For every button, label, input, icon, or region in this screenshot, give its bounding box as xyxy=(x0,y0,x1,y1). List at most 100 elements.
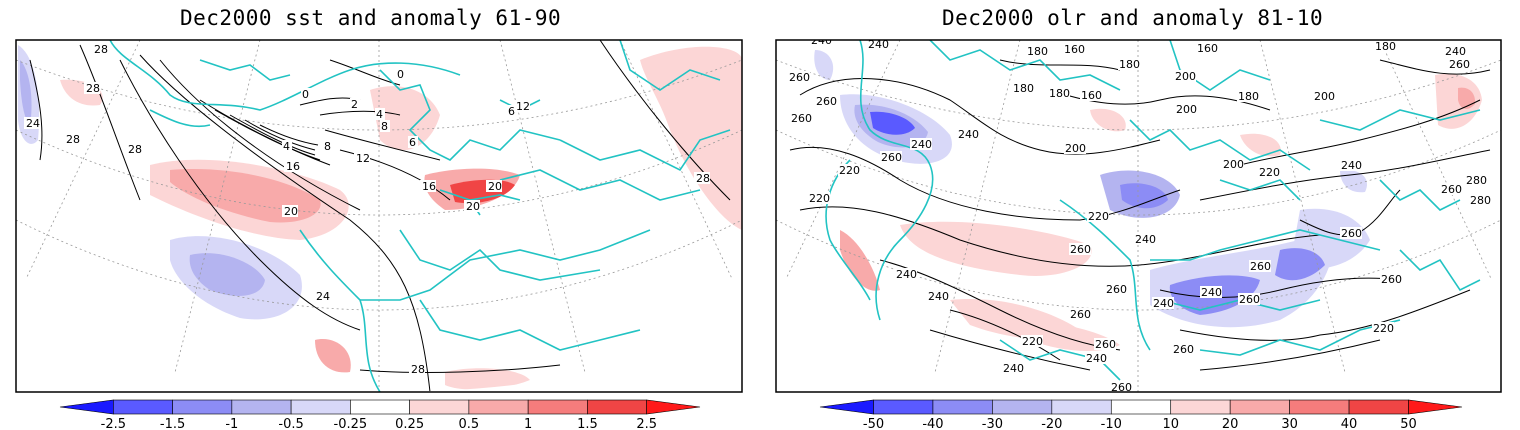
anomaly-positive-arctic xyxy=(640,46,742,231)
sst-contour-label-0-a: 0 xyxy=(302,88,309,101)
olr-contour-label-260-j: 260 xyxy=(1341,227,1362,240)
olr-contour-label-180-a: 180 xyxy=(1027,45,1048,58)
olr-contour-label-260-o: 260 xyxy=(1173,343,1194,356)
olr-contour-label-240-l: 240 xyxy=(896,268,917,281)
sst-colorbar-tick-label: 1 xyxy=(524,417,532,430)
olr-contour-label-220-e: 220 xyxy=(1259,166,1280,179)
sst-colorbar-tick-label: -0.5 xyxy=(278,417,303,430)
sst-contour-label-12-b: 12 xyxy=(516,100,530,113)
anomaly-positive-baltic xyxy=(370,86,440,151)
olr-colorbar-arrow-low xyxy=(819,399,874,415)
sst-contour-label-4-b: 4 xyxy=(283,140,290,153)
sst-colorbar-arrow-high xyxy=(646,399,701,415)
sst-contours xyxy=(29,40,731,392)
sst-contour-label-8-b: 8 xyxy=(324,140,331,153)
anomaly-positive-south xyxy=(445,368,530,390)
olr-contour-label-160-a: 160 xyxy=(1064,43,1085,56)
olr-colorbar-segment-8 xyxy=(1289,399,1350,415)
olr-contour-label-180-b: 180 xyxy=(1013,82,1034,95)
olr-graticule xyxy=(776,40,1501,392)
olr-contour-label-260-p: 260 xyxy=(1111,381,1132,394)
olr-colorbar-tick-label: 40 xyxy=(1341,417,1358,430)
olr-colorbar-arrow-high xyxy=(1408,399,1463,415)
olr-contour-label-260-h: 260 xyxy=(1239,293,1260,306)
sst-contour-label-24-a: 24 xyxy=(26,117,40,130)
sst-colorbar-tick-label: 0.5 xyxy=(459,417,480,430)
olr-contour-label-260-m: 260 xyxy=(1095,338,1116,351)
olr-contour-label-220-d: 220 xyxy=(1373,322,1394,335)
sst-coastlines xyxy=(109,40,731,392)
olr-colorbar-tick-label: 10 xyxy=(1162,417,1179,430)
olr-colorbar-segment-9 xyxy=(1348,399,1409,415)
sst-contour-label-28-d: 28 xyxy=(128,143,142,156)
olr-contour-label-240-b: 240 xyxy=(868,38,889,51)
olr-colorbar-tick-label: 20 xyxy=(1222,417,1239,430)
olr-map-frame xyxy=(775,39,1502,393)
olr-contour-label-260-i: 260 xyxy=(1250,260,1271,273)
olr-contour-label-220-b: 220 xyxy=(809,192,830,205)
sst-colorbar-segment-2 xyxy=(172,399,233,415)
olr-coastlines xyxy=(825,40,1481,381)
sst-colorbar-segment-1 xyxy=(113,399,173,415)
olr-contour-label-180-e: 180 xyxy=(1238,90,1259,103)
sst-contour-label-20-a: 20 xyxy=(488,180,502,193)
olr-contour-label-240-c: 240 xyxy=(1445,45,1466,58)
olr-contour-label-160-b: 160 xyxy=(1197,42,1218,55)
olr-contour-label-240-e: 240 xyxy=(911,138,932,151)
olr-colorbar-segment-4 xyxy=(1051,399,1112,415)
sst-contour-label-6-a: 6 xyxy=(409,136,416,149)
sst-contour-label-2: 2 xyxy=(351,98,358,111)
olr-colorbar: -50 -40 -30 -20 -10 10 20 30 40 50 xyxy=(819,399,1463,430)
olr-contour-label-220-c: 220 xyxy=(1088,210,1109,223)
olr-colorbar-segment-7 xyxy=(1229,399,1290,415)
sst-contour-label-28-e: 28 xyxy=(411,363,425,376)
olr-colorbar-segment-1 xyxy=(873,399,934,415)
panel-title-olr: Dec2000 olr and anomaly 81-10 xyxy=(942,6,1324,30)
olr-contour-label-260-d: 260 xyxy=(1449,58,1470,71)
olr-contour-label-240-g: 240 xyxy=(1153,297,1174,310)
olr-contour-label-200-a: 200 xyxy=(1175,70,1196,83)
olr-contour-label-240-d: 240 xyxy=(958,128,979,141)
olr-contour-label-260-n: 260 xyxy=(1070,308,1091,321)
sst-colorbar-tick-label: -1.5 xyxy=(160,417,185,430)
sst-colorbar-segment-4 xyxy=(290,399,351,415)
anomaly-positive-west xyxy=(840,230,880,291)
anomaly-negative-west-core xyxy=(20,60,32,125)
olr-map: 240 240 260 260 260 180 160 180 180 160 … xyxy=(776,34,1501,394)
anomaly-negative-america-core xyxy=(870,111,915,135)
sst-contour-labels: 28 28 24 28 28 0 0 2 4 8 4 8 12 xyxy=(24,43,710,376)
olr-contour-label-200-d: 200 xyxy=(1065,142,1086,155)
olr-contour-label-260-e: 260 xyxy=(881,151,902,164)
olr-colorbar-tick-label: -40 xyxy=(922,417,943,430)
anomaly-negative-north xyxy=(814,50,834,80)
olr-contour-label-200-e: 200 xyxy=(1223,158,1244,171)
olr-contour-label-260-a: 260 xyxy=(789,71,810,84)
sst-contour-label-4-a: 4 xyxy=(376,108,383,121)
sst-contour-label-24-b: 24 xyxy=(316,290,330,303)
sst-contour-label-28-c: 28 xyxy=(66,133,80,146)
sst-contour-label-28-a: 28 xyxy=(94,43,108,56)
sst-colorbar-segment-8 xyxy=(527,399,588,415)
olr-colorbar-segment-2 xyxy=(932,399,993,415)
olr-contour-label-260-c: 260 xyxy=(816,95,837,108)
sst-contour-label-16-b: 16 xyxy=(422,180,436,193)
olr-colorbar-tick-label: 30 xyxy=(1281,417,1298,430)
anomaly-positive-east-core xyxy=(1458,87,1476,109)
sst-contour-label-28-f: 28 xyxy=(696,172,710,185)
olr-contour-label-180-c: 180 xyxy=(1049,87,1070,100)
sst-contour-label-28-b: 28 xyxy=(86,82,100,95)
panel-title-sst: Dec2000 sst and anomaly 61-90 xyxy=(180,6,562,30)
sst-colorbar-tick-label: 2.5 xyxy=(636,417,657,430)
olr-contour-label-260-f: 260 xyxy=(1070,243,1091,256)
sst-graticule xyxy=(16,40,742,392)
sst-colorbar-segment-7 xyxy=(468,399,529,415)
sst-contour-label-6-b: 6 xyxy=(508,105,515,118)
sst-colorbar-tick-label: 1.5 xyxy=(577,417,598,430)
sst-colorbar-tick-label: -0.25 xyxy=(334,417,368,430)
olr-contour-label-140-a: 160 xyxy=(1081,89,1102,102)
olr-contour-label-220-a: 220 xyxy=(839,164,860,177)
olr-contour-label-240-a: 240 xyxy=(811,34,832,47)
olr-colorbar-tick-label: -20 xyxy=(1041,417,1062,430)
olr-contour-label-260-b: 260 xyxy=(791,112,812,125)
